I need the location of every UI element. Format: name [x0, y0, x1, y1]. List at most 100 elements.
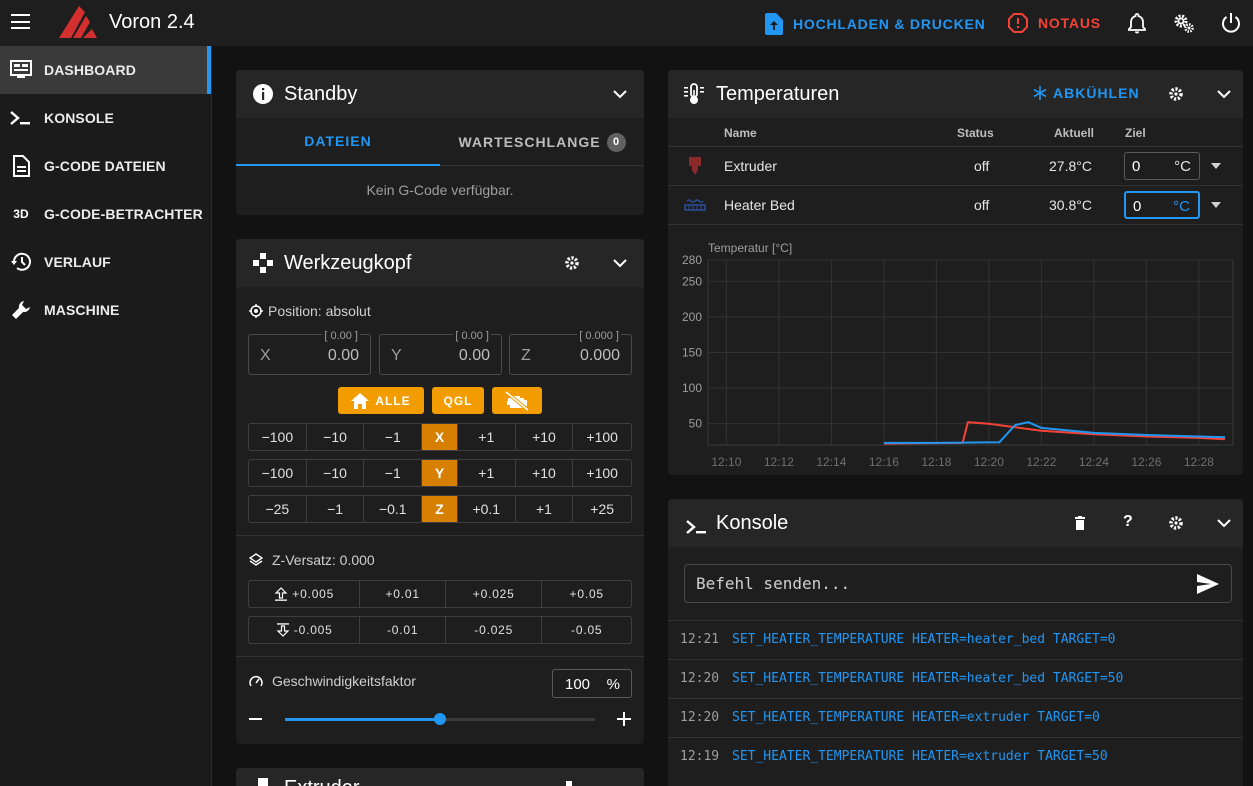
menu-icon[interactable]: [11, 14, 30, 29]
power-icon[interactable]: [1220, 12, 1242, 34]
console-panel-header: Konsole ?: [668, 499, 1243, 547]
console-entry-command[interactable]: SET_HEATER_TEMPERATURE HEATER=extruder T…: [732, 749, 1108, 764]
gear-icon[interactable]: [564, 255, 580, 271]
printer-3d-nozzle-icon: [258, 778, 268, 786]
z-offset-up-0-005[interactable]: +0.005: [249, 581, 361, 607]
sidebar-item-history[interactable]: VERLAUF: [0, 238, 211, 286]
column-header-name: Name: [724, 126, 757, 140]
home-all-button[interactable]: ALLE: [338, 387, 424, 414]
cogs-icon[interactable]: [1173, 12, 1195, 34]
snowflake-icon: [1033, 86, 1047, 100]
console-entry-command[interactable]: SET_HEATER_TEMPERATURE HEATER=heater_bed…: [732, 671, 1124, 686]
plus-icon[interactable]: [617, 712, 631, 726]
jog-y-minus-1[interactable]: −1: [364, 460, 423, 486]
divider: [236, 656, 644, 657]
z-offset-up-0-025[interactable]: +0.025: [446, 581, 543, 607]
chevron-down-icon[interactable]: [1216, 515, 1232, 531]
z-offset-up-row: +0.005 +0.01 +0.025 +0.05: [248, 580, 632, 608]
jog-y-plus-10[interactable]: +10: [516, 460, 574, 486]
monitor-dashboard-icon: [9, 58, 33, 82]
speed-factor-input[interactable]: 100 %: [552, 669, 632, 698]
jog-y-minus-100[interactable]: −100: [249, 460, 307, 486]
chart-y-tick-label: 50: [689, 417, 703, 431]
jog-x-minus-1[interactable]: −1: [364, 424, 423, 450]
home-y-button[interactable]: Y: [422, 460, 458, 486]
jog-x-plus-10[interactable]: +10: [516, 424, 574, 450]
cooldown-label: ABKÜHLEN: [1053, 85, 1140, 101]
jog-x-plus-100[interactable]: +100: [586, 429, 618, 445]
gear-icon[interactable]: [1168, 515, 1184, 531]
heater-target-input[interactable]: 0 °C: [1124, 152, 1200, 180]
sidebar-item-gcode-viewer[interactable]: 3D G-CODE-BETRACHTER: [0, 190, 211, 238]
menu-down-icon[interactable]: [1211, 163, 1221, 169]
jog-z-minus-25[interactable]: −25: [249, 496, 307, 522]
gear-icon[interactable]: [564, 781, 574, 786]
sidebar-item-label: G-CODE-BETRACHTER: [44, 206, 203, 222]
cooldown-button[interactable]: ABKÜHLEN: [1033, 85, 1140, 101]
speed-slider-thumb[interactable]: [434, 713, 446, 725]
sidebar-item-label: MASCHINE: [44, 302, 120, 318]
menu-down-icon[interactable]: [1211, 202, 1221, 208]
sidebar-item-machine[interactable]: MASCHINE: [0, 286, 211, 334]
tab-queue[interactable]: WARTESCHLANGE 0: [440, 118, 644, 166]
z-offset-up-0-05[interactable]: +0.05: [569, 587, 604, 601]
tab-files[interactable]: DATEIEN: [236, 118, 440, 166]
jog-z-minus-0-1[interactable]: −0.1: [364, 496, 423, 522]
position-z-field[interactable]: [ 0.000 ] Z 0.000: [509, 330, 632, 375]
jog-z-plus-0-1[interactable]: +0.1: [458, 496, 516, 522]
chevron-down-icon[interactable]: [612, 255, 628, 271]
chevron-down-icon[interactable]: [612, 86, 628, 102]
crosshairs-icon: [249, 304, 263, 318]
console-entry-command[interactable]: SET_HEATER_TEMPERATURE HEATER=heater_bed…: [732, 632, 1116, 647]
jog-y-minus-10[interactable]: −10: [307, 460, 365, 486]
jog-x-minus-100[interactable]: −100: [249, 424, 307, 450]
console-entry-time: 12:20: [680, 710, 720, 725]
console-entry-command[interactable]: SET_HEATER_TEMPERATURE HEATER=extruder T…: [732, 710, 1100, 725]
z-offset-down-0-025[interactable]: -0.025: [446, 617, 543, 643]
sidebar-item-gcode-files[interactable]: G-CODE DATEIEN: [0, 142, 211, 190]
chevron-down-icon[interactable]: [1216, 86, 1232, 102]
console-command-field[interactable]: [684, 564, 1232, 603]
minus-icon[interactable]: [249, 718, 262, 720]
alert-octagon-icon: [1008, 13, 1028, 33]
home-x-button[interactable]: X: [422, 424, 458, 450]
z-offset-up-0-01[interactable]: +0.01: [360, 581, 446, 607]
speed-slider[interactable]: [285, 713, 595, 725]
send-icon[interactable]: [1197, 574, 1219, 594]
console-command-input[interactable]: [696, 574, 1176, 593]
chart-y-tick-label: 150: [682, 346, 702, 360]
chart-series-line: [883, 421, 1226, 445]
standby-tabs: DATEIEN WARTESCHLANGE 0: [236, 118, 644, 166]
bell-icon[interactable]: [1126, 12, 1148, 34]
jog-z-minus-1[interactable]: −1: [307, 496, 365, 522]
motors-off-button[interactable]: [492, 387, 542, 414]
position-y-hint: [ 0.00 ]: [453, 330, 491, 342]
z-offset-down-0-01[interactable]: -0.01: [360, 617, 446, 643]
sidebar-item-dashboard[interactable]: DASHBOARD: [0, 46, 211, 94]
jog-y-plus-100[interactable]: +100: [586, 465, 618, 481]
position-x-field[interactable]: [ 0.00 ] X 0.00: [248, 330, 371, 375]
console-entry: 12:20 SET_HEATER_TEMPERATURE HEATER=extr…: [668, 698, 1243, 737]
jog-x-minus-10[interactable]: −10: [307, 424, 365, 450]
position-z-label: Z: [521, 347, 531, 364]
position-y-label: Y: [391, 347, 402, 364]
position-y-field[interactable]: [ 0.00 ] Y 0.00: [379, 330, 502, 375]
home-z-button[interactable]: Z: [422, 496, 458, 522]
jog-x-plus-1[interactable]: +1: [458, 424, 516, 450]
upload-print-button[interactable]: HOCHLADEN & DRUCKEN: [765, 13, 986, 35]
z-offset-down-0-005[interactable]: -0.005: [249, 617, 361, 643]
delete-icon[interactable]: [1072, 515, 1088, 531]
console-entry: 12:20 SET_HEATER_TEMPERATURE HEATER=heat…: [668, 659, 1243, 698]
heater-target-input[interactable]: 0 °C: [1124, 191, 1200, 219]
emergency-stop-button[interactable]: NOTAUS: [1008, 13, 1101, 33]
qgl-label: QGL: [443, 393, 473, 408]
z-offset-down-0-05[interactable]: -0.05: [571, 623, 603, 637]
jog-z-plus-25[interactable]: +25: [590, 501, 615, 517]
jog-z-plus-1[interactable]: +1: [516, 496, 574, 522]
qgl-button[interactable]: QGL: [432, 387, 484, 414]
sidebar-item-console[interactable]: KONSOLE: [0, 94, 211, 142]
sidebar-item-label: KONSOLE: [44, 110, 114, 126]
help-icon[interactable]: ?: [1123, 513, 1133, 530]
jog-y-plus-1[interactable]: +1: [458, 460, 516, 486]
gear-icon[interactable]: [1168, 86, 1184, 102]
